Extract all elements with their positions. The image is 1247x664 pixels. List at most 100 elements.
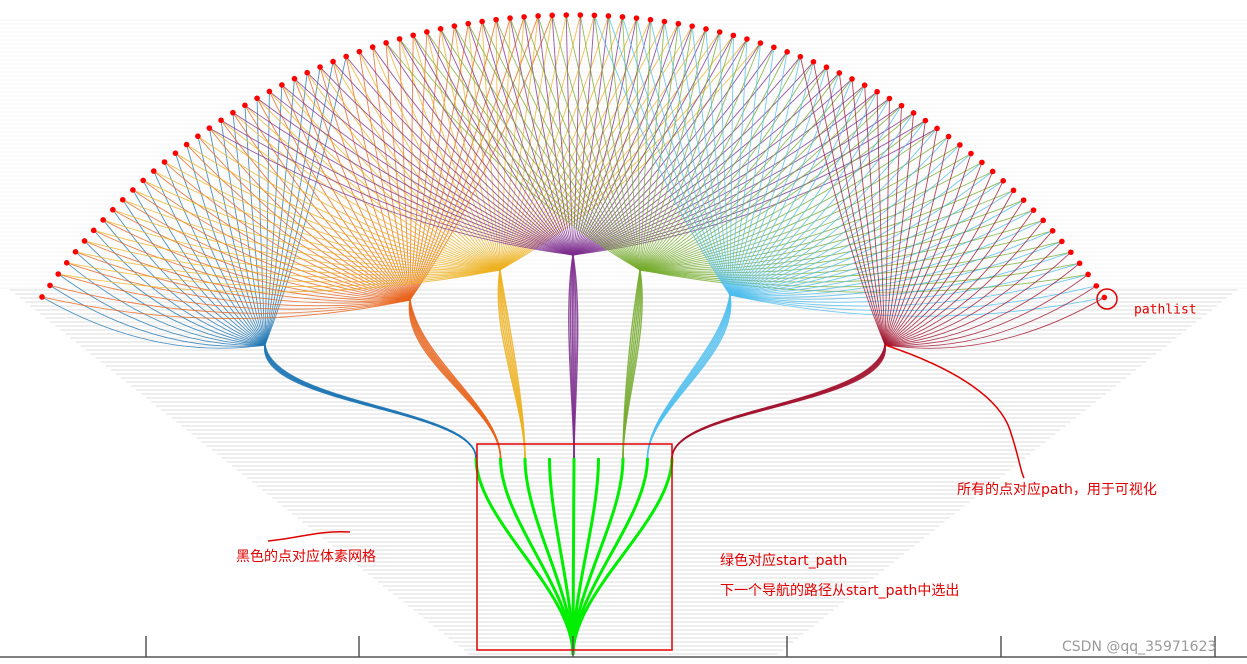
path xyxy=(93,229,501,276)
path xyxy=(565,15,574,256)
path-endpoint xyxy=(304,69,311,76)
path xyxy=(639,21,665,271)
path xyxy=(232,112,501,271)
path xyxy=(622,16,731,296)
path-endpoint xyxy=(396,36,403,42)
path-endpoint xyxy=(218,117,224,124)
path-endpoint xyxy=(886,95,893,102)
path xyxy=(572,15,609,256)
path xyxy=(186,144,411,301)
path xyxy=(572,15,581,256)
path-endpoint xyxy=(1085,271,1091,278)
path xyxy=(75,251,411,304)
path xyxy=(537,15,641,271)
path xyxy=(622,269,643,459)
path xyxy=(884,120,926,346)
path xyxy=(153,170,266,346)
path xyxy=(719,31,731,296)
path-endpoint xyxy=(577,12,584,18)
path xyxy=(729,47,775,296)
path xyxy=(345,56,574,256)
path-endpoint xyxy=(810,59,817,65)
path xyxy=(499,15,609,271)
path xyxy=(639,23,679,271)
path xyxy=(75,251,501,283)
path xyxy=(729,144,961,296)
path-endpoint xyxy=(689,23,695,29)
path xyxy=(884,297,1105,349)
path xyxy=(75,251,266,346)
path xyxy=(453,25,641,271)
path xyxy=(232,112,574,256)
path-endpoints xyxy=(39,12,1108,301)
path-endpoint xyxy=(465,20,472,27)
path-endpoint xyxy=(1093,283,1100,289)
path xyxy=(84,240,411,302)
path xyxy=(691,26,731,296)
path xyxy=(813,61,886,346)
path xyxy=(58,273,411,310)
path xyxy=(197,135,501,271)
path xyxy=(639,120,926,271)
path xyxy=(593,15,641,271)
path xyxy=(572,15,595,256)
path-endpoint xyxy=(130,187,136,193)
path xyxy=(884,241,1063,346)
path xyxy=(269,91,501,271)
path-endpoint xyxy=(823,64,830,71)
path xyxy=(385,42,501,271)
path-endpoint xyxy=(757,40,764,46)
path xyxy=(639,19,651,271)
path xyxy=(209,127,574,256)
path xyxy=(306,72,574,256)
path xyxy=(838,72,886,346)
path xyxy=(639,209,1034,272)
highlight-circle xyxy=(1096,288,1118,310)
path xyxy=(345,56,411,301)
path xyxy=(729,84,866,296)
path xyxy=(269,91,574,256)
path-endpoint xyxy=(675,20,682,27)
path xyxy=(639,128,938,271)
path xyxy=(385,42,574,256)
path xyxy=(57,273,266,346)
path xyxy=(499,14,581,271)
path-endpoint xyxy=(744,36,750,42)
path xyxy=(244,105,501,271)
path xyxy=(884,251,1072,346)
path xyxy=(639,31,721,271)
path xyxy=(399,38,501,271)
path-endpoint xyxy=(1020,197,1027,203)
start-path xyxy=(474,457,575,656)
path xyxy=(319,66,501,271)
path xyxy=(799,56,886,346)
path xyxy=(499,15,539,271)
path-endpoint xyxy=(39,294,45,300)
path xyxy=(143,180,501,271)
path-endpoint xyxy=(1076,260,1083,267)
path-endpoint xyxy=(369,44,376,50)
path-endpoint xyxy=(479,18,485,25)
path xyxy=(499,16,525,271)
path xyxy=(663,21,731,296)
path-endpoint xyxy=(493,16,499,23)
path xyxy=(440,28,641,271)
path-endpoint xyxy=(161,159,168,165)
path xyxy=(729,56,801,296)
path-endpoint xyxy=(957,142,963,148)
path xyxy=(884,199,1025,346)
path xyxy=(84,240,266,346)
path-endpoint xyxy=(910,110,917,116)
path xyxy=(142,180,411,301)
path-endpoint xyxy=(861,82,868,88)
path xyxy=(639,35,734,271)
path xyxy=(884,144,961,346)
path xyxy=(884,153,972,346)
path xyxy=(385,42,641,271)
path xyxy=(639,38,748,271)
path xyxy=(264,78,295,346)
path xyxy=(481,21,574,256)
path-endpoint xyxy=(647,16,654,23)
path xyxy=(244,104,574,256)
path xyxy=(639,189,1014,271)
